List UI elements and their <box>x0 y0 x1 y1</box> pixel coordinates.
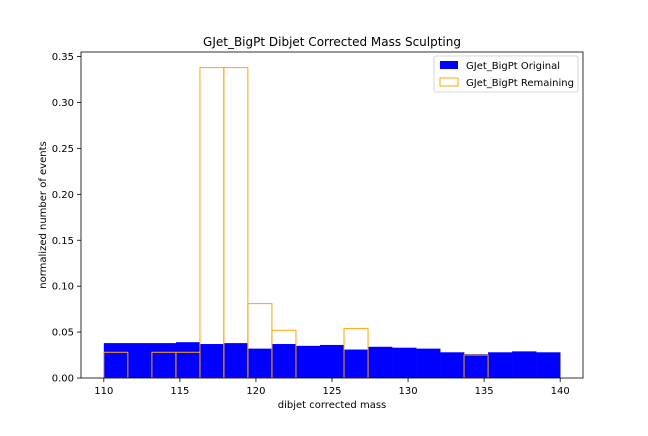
bar-original-14 <box>440 352 465 378</box>
bar-original-0 <box>103 343 129 378</box>
y-axis-ticks: 0.00 0.05 0.10 0.15 0.20 0.25 0.30 0.35 <box>52 52 81 385</box>
bar-original-3 <box>175 342 201 378</box>
chart-title: GJet_BigPt Dibjet Corrected Mass Sculpti… <box>203 35 461 49</box>
bar-original-9 <box>319 344 345 378</box>
legend-label-remaining: GJet_BigPt Remaining <box>466 78 574 89</box>
x-tick-label-2: 120 <box>246 386 265 397</box>
bar-original-4 <box>199 344 225 378</box>
bar-original-7 <box>271 344 297 378</box>
legend: GJet_BigPt Original GJet_BigPt Remaining <box>433 55 579 93</box>
y-tick-label-2: 0.10 <box>52 282 74 293</box>
bar-original-8 <box>295 345 321 378</box>
bar-original-10 <box>344 349 369 378</box>
x-tick-label-3: 125 <box>322 386 341 397</box>
bar-original-1 <box>127 343 153 378</box>
original-series-bars <box>103 342 561 378</box>
y-tick-label-3: 0.15 <box>52 236 74 247</box>
bar-original-18 <box>536 352 561 378</box>
y-tick-label-7: 0.35 <box>52 52 74 63</box>
bar-original-2 <box>151 343 177 378</box>
bar-original-13 <box>416 348 441 378</box>
y-tick-label-1: 0.05 <box>52 328 74 339</box>
legend-box <box>433 55 579 93</box>
bar-original-12 <box>392 347 417 378</box>
bar-original-11 <box>368 346 393 378</box>
x-axis-ticks: 110 115 120 125 130 135 140 <box>94 378 570 397</box>
y-tick-label-6: 0.30 <box>52 98 74 109</box>
bar-original-5 <box>223 343 249 378</box>
x-tick-label-1: 115 <box>170 386 189 397</box>
x-axis-label: dibjet corrected mass <box>278 400 387 411</box>
legend-swatch-original <box>440 61 458 69</box>
x-tick-label-0: 110 <box>94 386 113 397</box>
x-tick-label-5: 135 <box>475 386 494 397</box>
x-tick-label-6: 140 <box>551 386 570 397</box>
y-tick-label-0: 0.00 <box>52 374 74 385</box>
legend-label-original: GJet_BigPt Original <box>466 61 560 72</box>
y-tick-label-5: 0.25 <box>52 144 74 155</box>
bar-original-17 <box>512 351 537 378</box>
bar-original-16 <box>488 352 513 378</box>
legend-swatch-remaining <box>439 77 459 87</box>
bar-original-15 <box>464 354 489 378</box>
y-tick-label-4: 0.20 <box>52 190 74 201</box>
bar-original-6 <box>247 348 273 378</box>
y-axis-label: normalized number of events <box>38 141 49 288</box>
x-tick-label-4: 130 <box>399 386 418 397</box>
